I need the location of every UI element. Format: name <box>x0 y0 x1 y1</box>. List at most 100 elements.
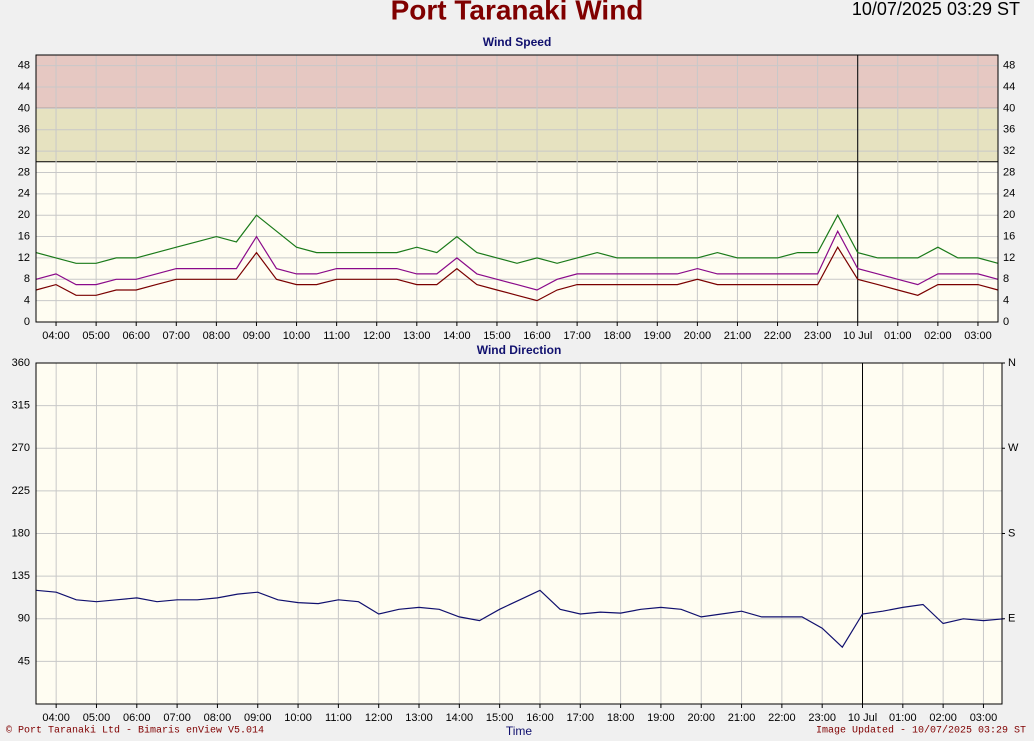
y2-tick-label: S <box>1008 527 1015 539</box>
x-tick-label: 20:00 <box>687 712 715 724</box>
y-tick-label-right: 20 <box>1003 209 1015 221</box>
y2-tick-label: E <box>1008 613 1015 625</box>
y-tick-label: 28 <box>18 166 30 178</box>
x-tick-label: 04:00 <box>42 712 70 724</box>
x-tick-label: 22:00 <box>764 330 792 342</box>
plot-border <box>35 362 1003 705</box>
x-tick-label: 05:00 <box>83 712 111 724</box>
x-tick-label: 06:00 <box>123 712 151 724</box>
x-tick-label: 03:00 <box>964 330 992 342</box>
y-tick-label-right: 24 <box>1003 188 1015 200</box>
y-tick-label-right: 4 <box>1003 295 1009 307</box>
y-tick-label-right: 36 <box>1003 124 1015 136</box>
x-tick-label: 15:00 <box>486 712 514 724</box>
y-tick-label: 8 <box>24 273 30 285</box>
y-tick-label: 180 <box>12 527 30 539</box>
y2-tick-label: N <box>1008 357 1016 369</box>
y-tick-label: 20 <box>18 209 30 221</box>
x-tick-label: 19:00 <box>647 712 675 724</box>
x-tick-label: 23:00 <box>808 712 836 724</box>
y-tick-label-right: 40 <box>1003 102 1015 114</box>
series-line <box>35 229 999 291</box>
x-axis-label: Time <box>506 724 533 738</box>
y-tick-label: 44 <box>18 81 30 93</box>
x-tick-label: 11:00 <box>325 712 352 724</box>
x-tick-label: 22:00 <box>768 712 796 724</box>
series-line <box>35 246 999 302</box>
y-tick-label: 16 <box>18 230 30 242</box>
y-tick-label: 40 <box>18 102 30 114</box>
x-tick-label: 06:00 <box>122 330 150 342</box>
x-tick-label: 02:00 <box>929 712 957 724</box>
y-tick-label: 32 <box>18 145 30 157</box>
y-tick-label: 90 <box>18 613 30 625</box>
y-tick-label: 48 <box>18 60 30 72</box>
x-tick-label: 03:00 <box>970 712 998 724</box>
x-tick-label: 07:00 <box>163 330 191 342</box>
y-tick-label: 4 <box>24 295 30 307</box>
x-tick-label: 16:00 <box>523 330 551 342</box>
x-tick-label: 07:00 <box>163 712 191 724</box>
x-tick-label: 14:00 <box>443 330 471 342</box>
page-title: Port Taranaki Wind <box>391 0 644 25</box>
y-tick-label-right: 32 <box>1003 145 1015 157</box>
y-tick-label: 12 <box>18 252 30 264</box>
x-tick-label: 13:00 <box>405 712 433 724</box>
updated: Image Updated - 10/07/2025 03:29 ST <box>816 725 1026 737</box>
x-tick-label: 10:00 <box>283 330 311 342</box>
x-tick-label: 12:00 <box>363 330 391 342</box>
alert-band <box>36 55 998 109</box>
y-tick-label: 45 <box>18 655 30 667</box>
x-tick-label: 18:00 <box>607 712 635 724</box>
plot-border <box>35 54 999 323</box>
y-tick-label-right: 12 <box>1003 252 1015 264</box>
copyright: © Port Taranaki Ltd - Bimaris enView V5.… <box>6 725 264 737</box>
x-tick-label: 17:00 <box>563 330 591 342</box>
x-tick-label: 13:00 <box>403 330 431 342</box>
series-line <box>35 589 1004 649</box>
chart-title: Wind Direction <box>477 343 562 357</box>
x-tick-label: 08:00 <box>204 712 232 724</box>
chart-title: Wind Speed <box>483 35 552 49</box>
y-tick-label: 315 <box>12 400 30 412</box>
x-tick-label: 10 Jul <box>843 330 872 342</box>
y-tick-label-right: 28 <box>1003 166 1015 178</box>
y-tick-label: 0 <box>24 316 30 328</box>
x-tick-label: 14:00 <box>446 712 474 724</box>
x-tick-label: 23:00 <box>804 330 832 342</box>
alert-band <box>36 108 998 162</box>
x-tick-label: 10:00 <box>284 712 312 724</box>
y2-tick-label: W <box>1008 442 1019 454</box>
x-tick-label: 09:00 <box>244 712 272 724</box>
x-tick-label: 10 Jul <box>848 712 877 724</box>
y-tick-label-right: 44 <box>1003 81 1015 93</box>
y-tick-label: 24 <box>18 188 30 200</box>
timestamp: 10/07/2025 03:29 ST <box>852 0 1020 19</box>
x-tick-label: 19:00 <box>644 330 672 342</box>
x-tick-label: 08:00 <box>203 330 231 342</box>
y-tick-label: 225 <box>12 485 30 497</box>
x-tick-label: 18:00 <box>603 330 631 342</box>
x-tick-label: 04:00 <box>42 330 70 342</box>
x-tick-label: 17:00 <box>567 712 595 724</box>
x-tick-label: 15:00 <box>483 330 511 342</box>
x-tick-label: 11:00 <box>323 330 350 342</box>
x-tick-label: 12:00 <box>365 712 393 724</box>
x-tick-label: 01:00 <box>889 712 917 724</box>
y-tick-label: 36 <box>18 124 30 136</box>
y-tick-label: 135 <box>12 570 30 582</box>
x-tick-label: 16:00 <box>526 712 554 724</box>
y-tick-label-right: 0 <box>1003 316 1009 328</box>
x-tick-label: 02:00 <box>924 330 952 342</box>
x-tick-label: 05:00 <box>82 330 110 342</box>
x-tick-label: 01:00 <box>884 330 912 342</box>
series-line <box>35 213 999 264</box>
x-tick-label: 21:00 <box>724 330 752 342</box>
y-tick-label-right: 48 <box>1003 60 1015 72</box>
x-tick-label: 09:00 <box>243 330 271 342</box>
y-tick-label-right: 16 <box>1003 230 1015 242</box>
x-tick-label: 20:00 <box>684 330 712 342</box>
y-tick-label: 360 <box>12 357 30 369</box>
